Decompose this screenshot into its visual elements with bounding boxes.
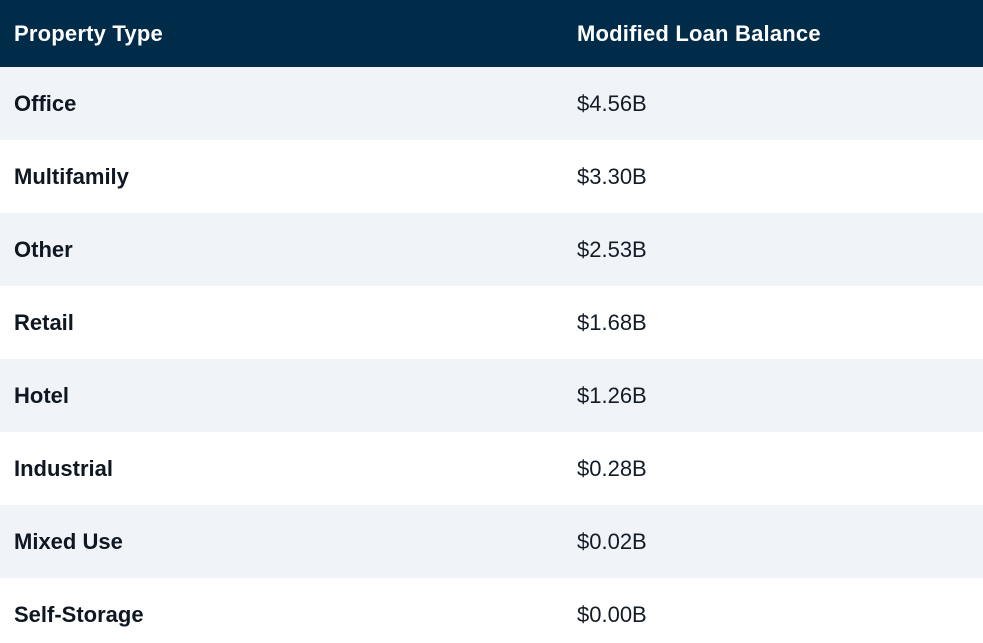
table-row: Other $2.53B	[0, 213, 983, 286]
balance-cell: $1.26B	[577, 382, 647, 408]
table-row: Hotel $1.26B	[0, 359, 983, 432]
property-type-cell: Multifamily	[14, 163, 129, 189]
table-row: Retail $1.68B	[0, 286, 983, 359]
column-header-modified-loan-balance: Modified Loan Balance	[577, 20, 821, 46]
balance-cell: $0.00B	[577, 601, 647, 627]
property-type-cell: Self-Storage	[14, 601, 144, 627]
property-type-cell: Office	[14, 90, 77, 116]
table-row: Multifamily $3.30B	[0, 140, 983, 213]
balance-cell: $3.30B	[577, 163, 647, 189]
balance-cell: $1.68B	[577, 309, 647, 335]
table-row: Industrial $0.28B	[0, 432, 983, 505]
property-type-cell: Hotel	[14, 382, 69, 408]
table-row: Self-Storage $0.00B	[0, 578, 983, 643]
property-type-cell: Mixed Use	[14, 528, 123, 554]
balance-cell: $0.28B	[577, 455, 647, 481]
balance-cell: $4.56B	[577, 90, 647, 116]
property-type-cell: Other	[14, 236, 73, 262]
balance-cell: $2.53B	[577, 236, 647, 262]
table-header-row: Property Type Modified Loan Balance	[0, 0, 983, 67]
property-type-cell: Retail	[14, 309, 74, 335]
table-row: Mixed Use $0.02B	[0, 505, 983, 578]
balance-cell: $0.02B	[577, 528, 647, 554]
column-header-property-type: Property Type	[14, 20, 163, 46]
property-type-cell: Industrial	[14, 455, 114, 481]
table-row: Office $4.56B	[0, 67, 983, 140]
